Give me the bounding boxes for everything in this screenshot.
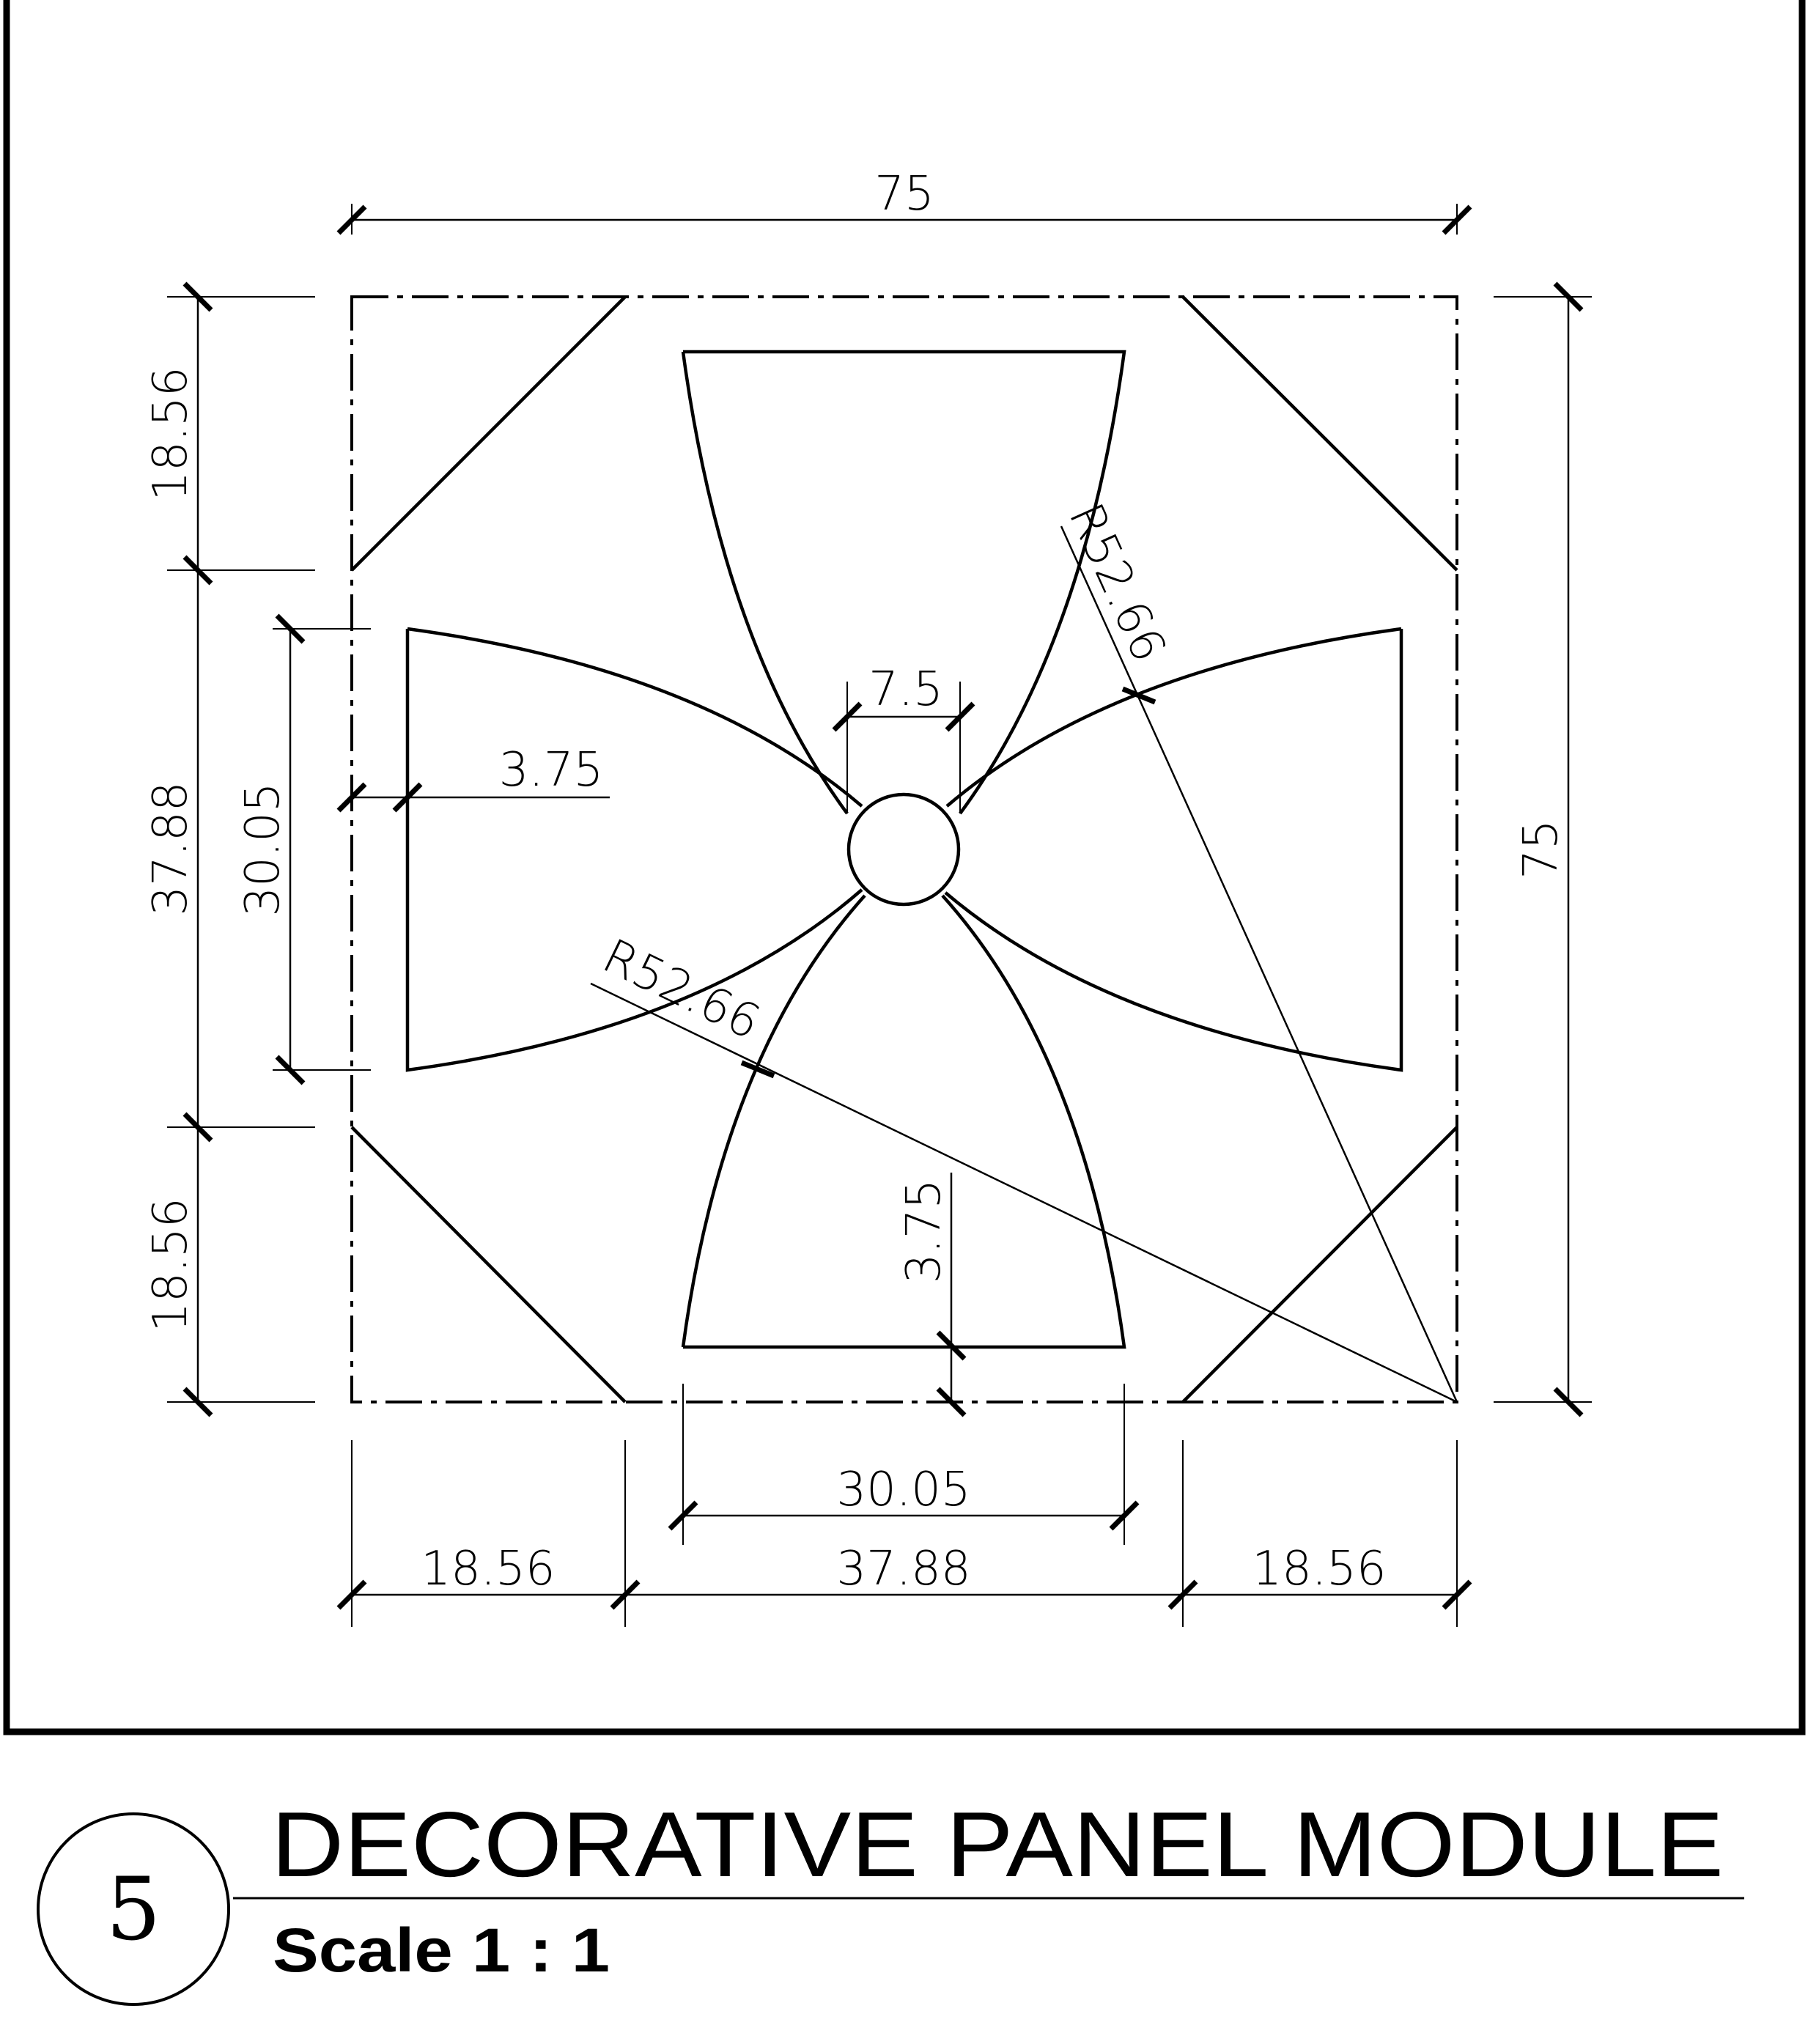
corner-triangles [350,295,1458,1403]
dim-left-offset: 3.75 [499,743,604,797]
dim-left-middle: 37.88 [144,781,198,915]
petal-left [405,627,863,1072]
petal-top [681,350,1126,815]
dim-left-inner: 30.05 [236,782,290,916]
center-circle [846,792,961,907]
petal-right [944,627,1403,1072]
dim-bottom-middle: 37.88 [836,1542,970,1596]
dim-center-gap: 7.5 [868,663,943,717]
title-number: 5 [106,1859,160,1960]
corner-triangle-bottom-right [1181,1126,1458,1403]
panel-boundary [350,295,1458,1403]
title-number-circle [37,1812,230,2006]
drawing-title: DECORATIVE PANEL MODULE [271,1793,1724,1896]
dim-bottom-left: 18.56 [421,1542,555,1596]
drawing-scale: Scale 1 : 1 [273,1916,610,1985]
petal-bottom [681,894,1126,1349]
corner-triangle-top-right [1181,295,1458,572]
petals [405,350,1403,1349]
tick-marks [182,204,1584,1610]
dim-radius-lower: R52.66 [594,929,768,1051]
sheet-frame [3,0,1806,1735]
dim-left-bottom: 18.56 [144,1198,198,1332]
dim-bottom-inner: 30.05 [836,1463,970,1517]
dim-bottom-offset: 3.75 [897,1179,951,1284]
corner-triangle-top-left [350,295,627,572]
dim-bottom-right: 18.56 [1252,1542,1386,1596]
corner-triangle-bottom-left [350,1126,627,1403]
extension-lines [167,204,1592,1627]
dimension-lines [196,218,1570,1596]
dim-top-width: 75 [874,167,934,221]
dim-left-top: 18.56 [144,366,198,501]
dim-right-height: 75 [1514,819,1568,879]
